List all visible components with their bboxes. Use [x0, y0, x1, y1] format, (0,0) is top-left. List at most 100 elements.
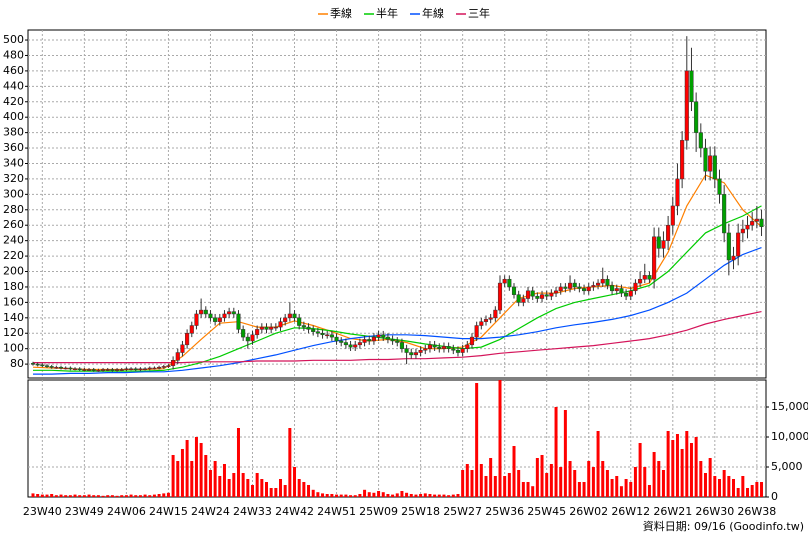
volume-bar	[330, 494, 334, 497]
candle-body	[49, 366, 54, 368]
y-tick-label: 400	[3, 110, 24, 123]
candle-body	[577, 286, 582, 289]
volume-bar	[708, 458, 712, 497]
candle-body	[708, 155, 713, 172]
candle-body	[287, 313, 292, 319]
volume-bar	[465, 464, 469, 497]
volume-bar	[241, 473, 245, 497]
candle-body	[535, 295, 540, 299]
candle-body	[58, 366, 64, 369]
volume-bar	[717, 479, 721, 497]
candle-body	[208, 313, 213, 319]
volume-bar	[461, 470, 465, 497]
candle-body	[446, 346, 451, 349]
candle-body	[455, 349, 461, 353]
y-tick-label: 320	[3, 172, 24, 185]
volume-bar	[405, 492, 409, 497]
volume-bar	[526, 482, 530, 497]
volume-bar	[171, 455, 175, 497]
volume-bar	[50, 494, 54, 497]
volume-bar	[120, 495, 124, 497]
volume-bar	[736, 488, 740, 497]
volume-bar	[741, 476, 745, 497]
volume-bar	[265, 482, 268, 497]
volume-bar	[115, 495, 119, 497]
volume-bar	[540, 455, 544, 497]
candle-body	[525, 290, 531, 299]
candle-body	[231, 311, 236, 315]
x-tick-label: 26W38	[737, 505, 776, 518]
candle-body	[511, 286, 517, 295]
volume-bar	[40, 494, 44, 497]
candle-body	[740, 228, 745, 234]
volume-bar	[531, 486, 535, 497]
volume-bar	[363, 489, 367, 497]
candle-body	[745, 224, 750, 230]
candle-body	[670, 205, 675, 226]
volume-bar	[349, 495, 353, 497]
volume-bar	[274, 488, 278, 497]
volume-bar	[605, 470, 609, 497]
volume-bar	[45, 494, 49, 497]
volume-bar	[428, 494, 432, 497]
candle-body	[726, 232, 731, 261]
candle-body	[413, 352, 418, 356]
candle-body	[633, 282, 638, 292]
volume-bar	[470, 470, 474, 497]
candle-body	[614, 288, 619, 292]
volume-bar	[64, 495, 68, 497]
candle-body	[236, 313, 241, 330]
volume-bar	[619, 486, 623, 497]
volume-bar	[129, 494, 133, 497]
volume-bar	[124, 495, 128, 497]
volume-bar	[652, 452, 656, 497]
candle-body	[264, 326, 269, 330]
candle-body	[63, 367, 68, 370]
volume-bar	[279, 479, 283, 497]
y-tick-label: 300	[3, 187, 24, 200]
candle-body	[497, 282, 503, 311]
candle-body	[306, 326, 311, 330]
x-tick-label: 24W06	[107, 505, 146, 518]
volume-bar	[563, 410, 567, 497]
volume-bar	[358, 494, 362, 497]
y-tick-label: 420	[3, 95, 24, 108]
candle-body	[357, 342, 362, 346]
candle-body	[483, 319, 489, 322]
x-tick-label: 26W02	[569, 505, 608, 518]
y-tick-label: 160	[3, 295, 24, 308]
candle-body	[255, 329, 260, 336]
candle-body	[703, 147, 708, 172]
volume-bar	[227, 479, 231, 497]
candle-body	[661, 240, 666, 249]
candle-body	[642, 275, 647, 280]
x-tick-label: 26W21	[653, 505, 692, 518]
candle-body	[82, 369, 87, 371]
candle-body	[143, 368, 148, 370]
volume-bar	[568, 461, 572, 497]
volume-bar	[591, 467, 595, 497]
candle-body	[250, 334, 255, 342]
volume-bar	[232, 473, 236, 497]
volume-bar	[512, 446, 516, 497]
candle-body	[521, 298, 526, 303]
ma-line	[33, 247, 762, 375]
candle-body	[717, 178, 722, 195]
volume-bar	[703, 473, 707, 497]
candle-body	[315, 331, 320, 334]
x-tick-label: 23W49	[65, 505, 104, 518]
volume-bar	[190, 461, 194, 497]
candle-body	[376, 334, 381, 338]
candle-body	[656, 236, 661, 249]
candle-body	[572, 282, 577, 288]
volume-bar	[59, 494, 63, 497]
volume-bar	[433, 494, 437, 497]
candle-body	[203, 309, 208, 315]
volume-bar	[152, 494, 156, 497]
candle-body	[563, 286, 568, 289]
volume-bar	[680, 449, 684, 497]
y-tick-label: 240	[3, 234, 24, 247]
legend-label: 半年	[376, 6, 398, 20]
volume-bar	[573, 470, 577, 497]
candle-body	[712, 155, 717, 180]
